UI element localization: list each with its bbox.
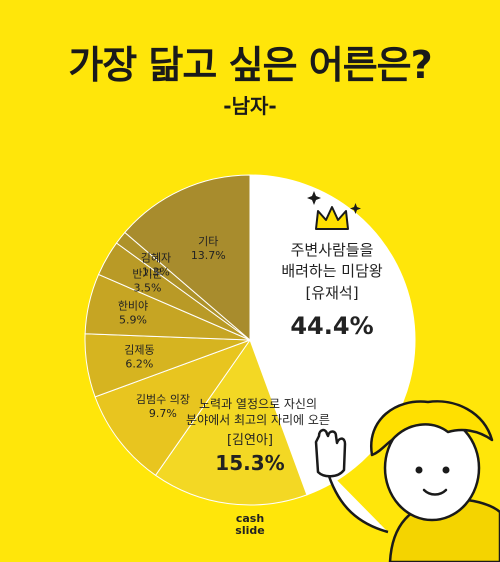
slice-label-caption: 분야에서 최고의 자리에 오른 — [186, 413, 330, 427]
slice-label-name: [김연아] — [227, 433, 273, 448]
pie-slice-kimyuna — [154, 338, 308, 506]
slice-label-value: 3.5% — [134, 282, 162, 295]
slice-label-value: 1.3% — [142, 266, 170, 279]
pie-slice-kimbeomsu — [94, 338, 252, 476]
slice-label-value: 15.3% — [215, 451, 284, 475]
slice-label-value: 6.2% — [125, 358, 153, 371]
sparkle-icon — [350, 203, 361, 214]
chart-title: 가장 닮고 싶은 어른은? — [68, 43, 432, 87]
slice-label-caption: 노력과 열정으로 자신의 — [199, 397, 317, 411]
slice-label-value: 5.9% — [119, 314, 147, 327]
slice-label-name: 한비야 — [118, 300, 148, 313]
slice-label-name: 김혜자 — [141, 252, 171, 265]
slice-label-name: 반기문 — [132, 268, 162, 281]
slice-label-name: 김제동 — [124, 344, 154, 357]
crown-icon — [307, 191, 361, 230]
mascot-character-illustration — [314, 400, 500, 562]
slice-label-name: 기타 — [198, 235, 218, 248]
slice-label-name: [유재석] — [305, 284, 358, 302]
slice-label-value: 13.7% — [191, 249, 226, 262]
sparkle-icon — [307, 191, 321, 205]
slice-label-name: 김범수 의장 — [136, 393, 190, 406]
slice-label-caption: 주변사람들을 — [291, 241, 374, 259]
chart-subtitle: -남자- — [223, 94, 277, 118]
cashslide-logo: cash slide — [235, 512, 265, 537]
slice-label-caption: 배려하는 미담왕 — [281, 262, 383, 280]
pie-slice-yoojaeseok — [249, 174, 416, 496]
pie-slice-others — [124, 174, 251, 342]
slice-label-value: 44.4% — [290, 312, 373, 340]
slice-label-value: 9.7% — [149, 407, 177, 420]
